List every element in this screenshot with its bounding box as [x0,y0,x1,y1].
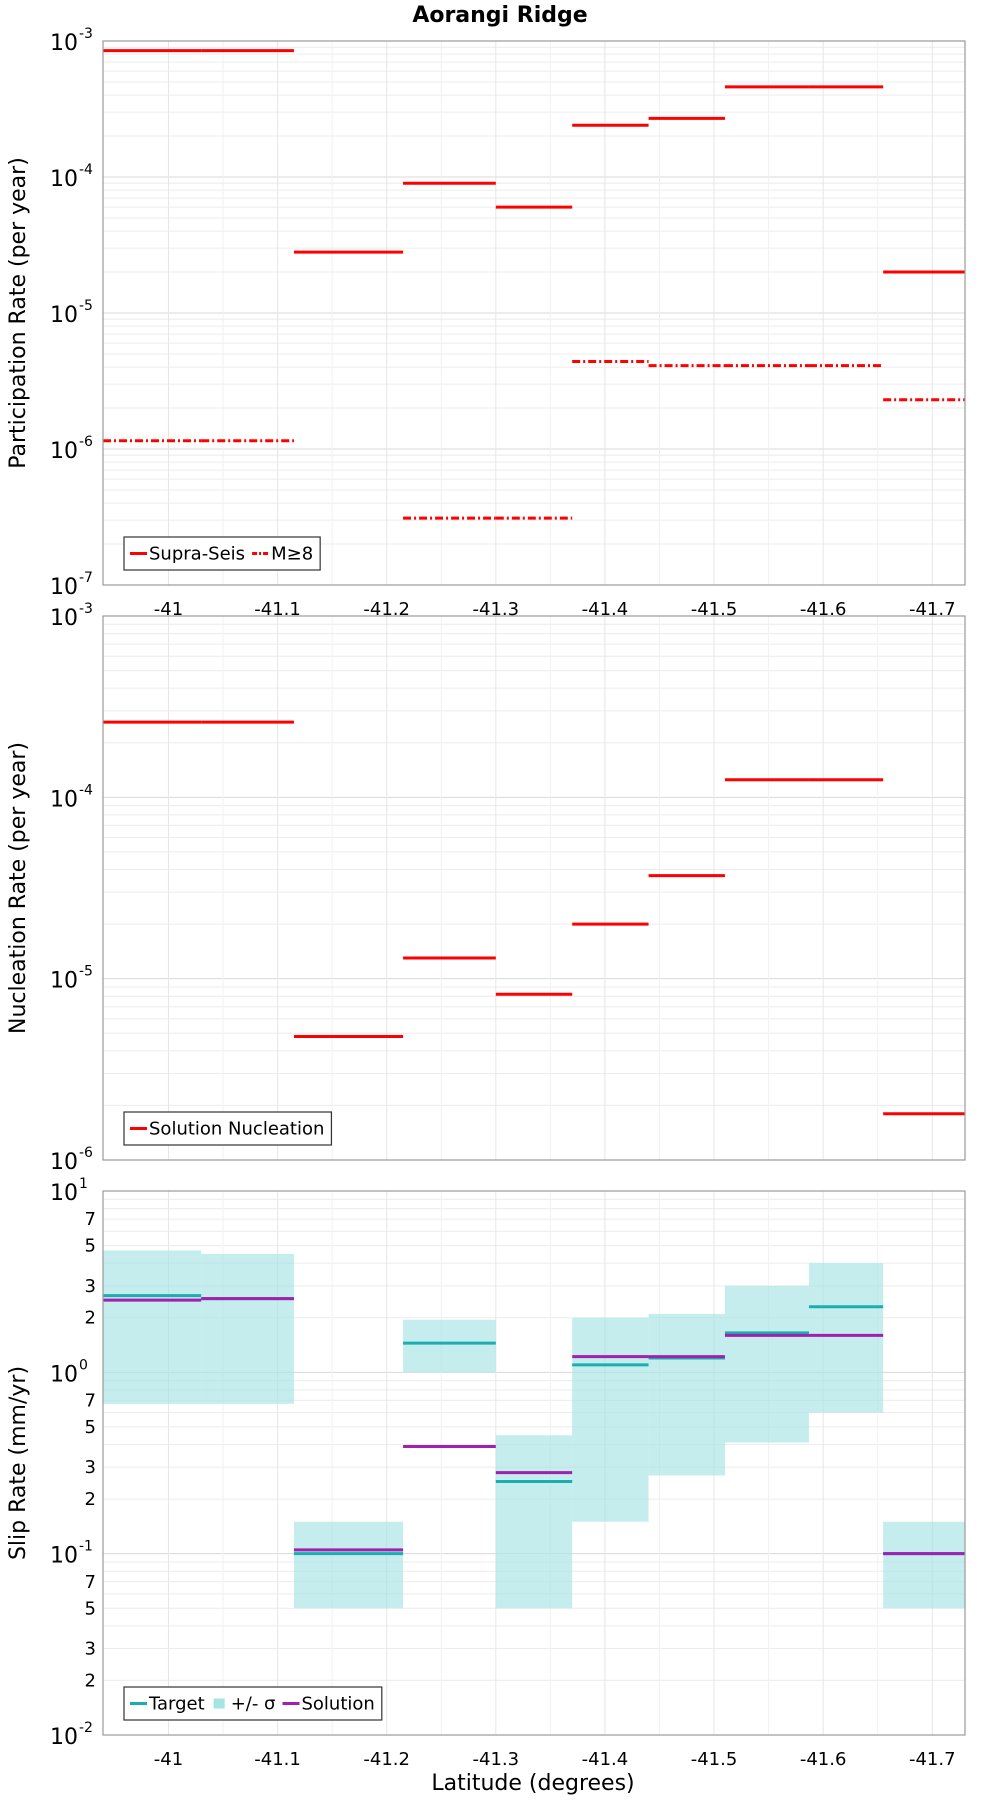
y-tick-label: 10 [50,606,78,631]
y-tick-exponent: -4 [79,162,93,178]
y-tick-exponent: -3 [79,601,93,617]
x-tick-label: -41.6 [800,599,847,620]
legend-label: M≥8 [271,544,313,565]
plot-frame [102,40,966,586]
y-tick-exponent: -6 [79,434,93,450]
legend-label: Supra-Seis [149,544,245,565]
sigma-band [724,1285,809,1443]
sigma-band [293,1521,404,1609]
y-tick-label: 10 [50,575,78,600]
x-tick-label: -41.5 [691,599,738,620]
y-tick-label: 10 [50,167,78,192]
x-tick-label: -41.4 [582,1749,629,1770]
sigma-band [648,1313,725,1476]
y-tick-label: 10 [50,787,78,812]
x-tick-label: -41.1 [254,599,301,620]
y-axis-label: Slip Rate (mm/yr) [6,1366,31,1560]
y-tick-label: 10 [50,439,78,464]
y-minor-tick-label: 5 [85,1417,96,1438]
x-tick-label: -41.3 [473,599,520,620]
y-tick-exponent: -5 [79,964,93,980]
y-tick-label: 10 [50,1362,78,1387]
x-tick-label: -41.2 [363,1749,410,1770]
sigma-band [572,1317,649,1522]
x-tick-label: -41.5 [691,1749,738,1770]
legend-label: Solution [301,1694,374,1715]
x-tick-label: -41.4 [582,599,629,620]
y-tick-label: 10 [50,1725,78,1750]
x-tick-label: -41 [154,1749,183,1770]
y-tick-exponent: -4 [79,782,93,798]
y-minor-tick-label: 7 [85,1209,96,1230]
legend: Solution Nucleation [123,1111,333,1146]
y-tick-label: 10 [50,31,78,56]
y-minor-tick-label: 5 [85,1236,96,1257]
x-tick-label: -41.7 [909,1749,956,1770]
y-tick-label: 10 [50,1150,78,1175]
y-tick-exponent: -2 [79,1720,93,1736]
plot-frame [102,615,966,1161]
y-tick-label: 10 [50,969,78,994]
legend-label: Solution Nucleation [149,1119,324,1140]
y-tick-exponent: 0 [79,1357,88,1373]
x-tick-label: -41.6 [800,1749,847,1770]
y-minor-tick-label: 2 [85,1308,96,1329]
y-tick-exponent: -6 [79,1145,93,1161]
sigma-band [808,1263,884,1413]
y-tick-exponent: -5 [79,298,93,314]
y-tick-exponent: -7 [79,570,93,586]
y-minor-tick-label: 5 [85,1598,96,1619]
y-tick-label: 10 [50,1544,78,1569]
x-tick-label: -41.7 [909,599,956,620]
y-minor-tick-label: 2 [85,1489,96,1510]
y-axis-label: Nucleation Rate (per year) [6,742,31,1034]
y-axis-label: Participation Rate (per year) [6,157,31,469]
y-tick-exponent: 1 [79,1176,88,1192]
sigma-band [403,1319,496,1373]
legend-label: +/- σ [231,1694,276,1715]
x-axis-label: Latitude (degrees) [431,1771,634,1796]
legend-frame [123,1686,383,1721]
sigma-band [883,1521,965,1609]
y-minor-tick-label: 3 [85,1638,96,1659]
y-tick-label: 10 [50,1181,78,1206]
x-tick-label: -41.1 [254,1749,301,1770]
y-minor-tick-label: 7 [85,1572,96,1593]
x-tick-label: -41 [154,599,183,620]
plot-frame [102,1190,966,1736]
y-tick-exponent: -1 [79,1539,93,1555]
legend: Supra-Seis M≥8 [123,536,321,571]
sigma-band [201,1253,294,1404]
chart-title: Aorangi Ridge [412,3,587,28]
y-tick-exponent: -3 [79,26,93,42]
legend-frame [123,536,321,571]
y-minor-tick-label: 2 [85,1670,96,1691]
y-minor-tick-label: 3 [85,1276,96,1297]
y-minor-tick-label: 3 [85,1457,96,1478]
sigma-band [103,1250,202,1404]
sigma-band [495,1435,573,1609]
legend-frame [123,1111,333,1146]
x-tick-label: -41.2 [363,599,410,620]
legend-label: Target [148,1694,205,1715]
x-tick-label: -41.3 [473,1749,520,1770]
y-tick-label: 10 [50,303,78,328]
legend-swatch [213,1698,225,1709]
legend: Target +/- σ Solution [123,1686,383,1721]
y-minor-tick-label: 7 [85,1390,96,1411]
